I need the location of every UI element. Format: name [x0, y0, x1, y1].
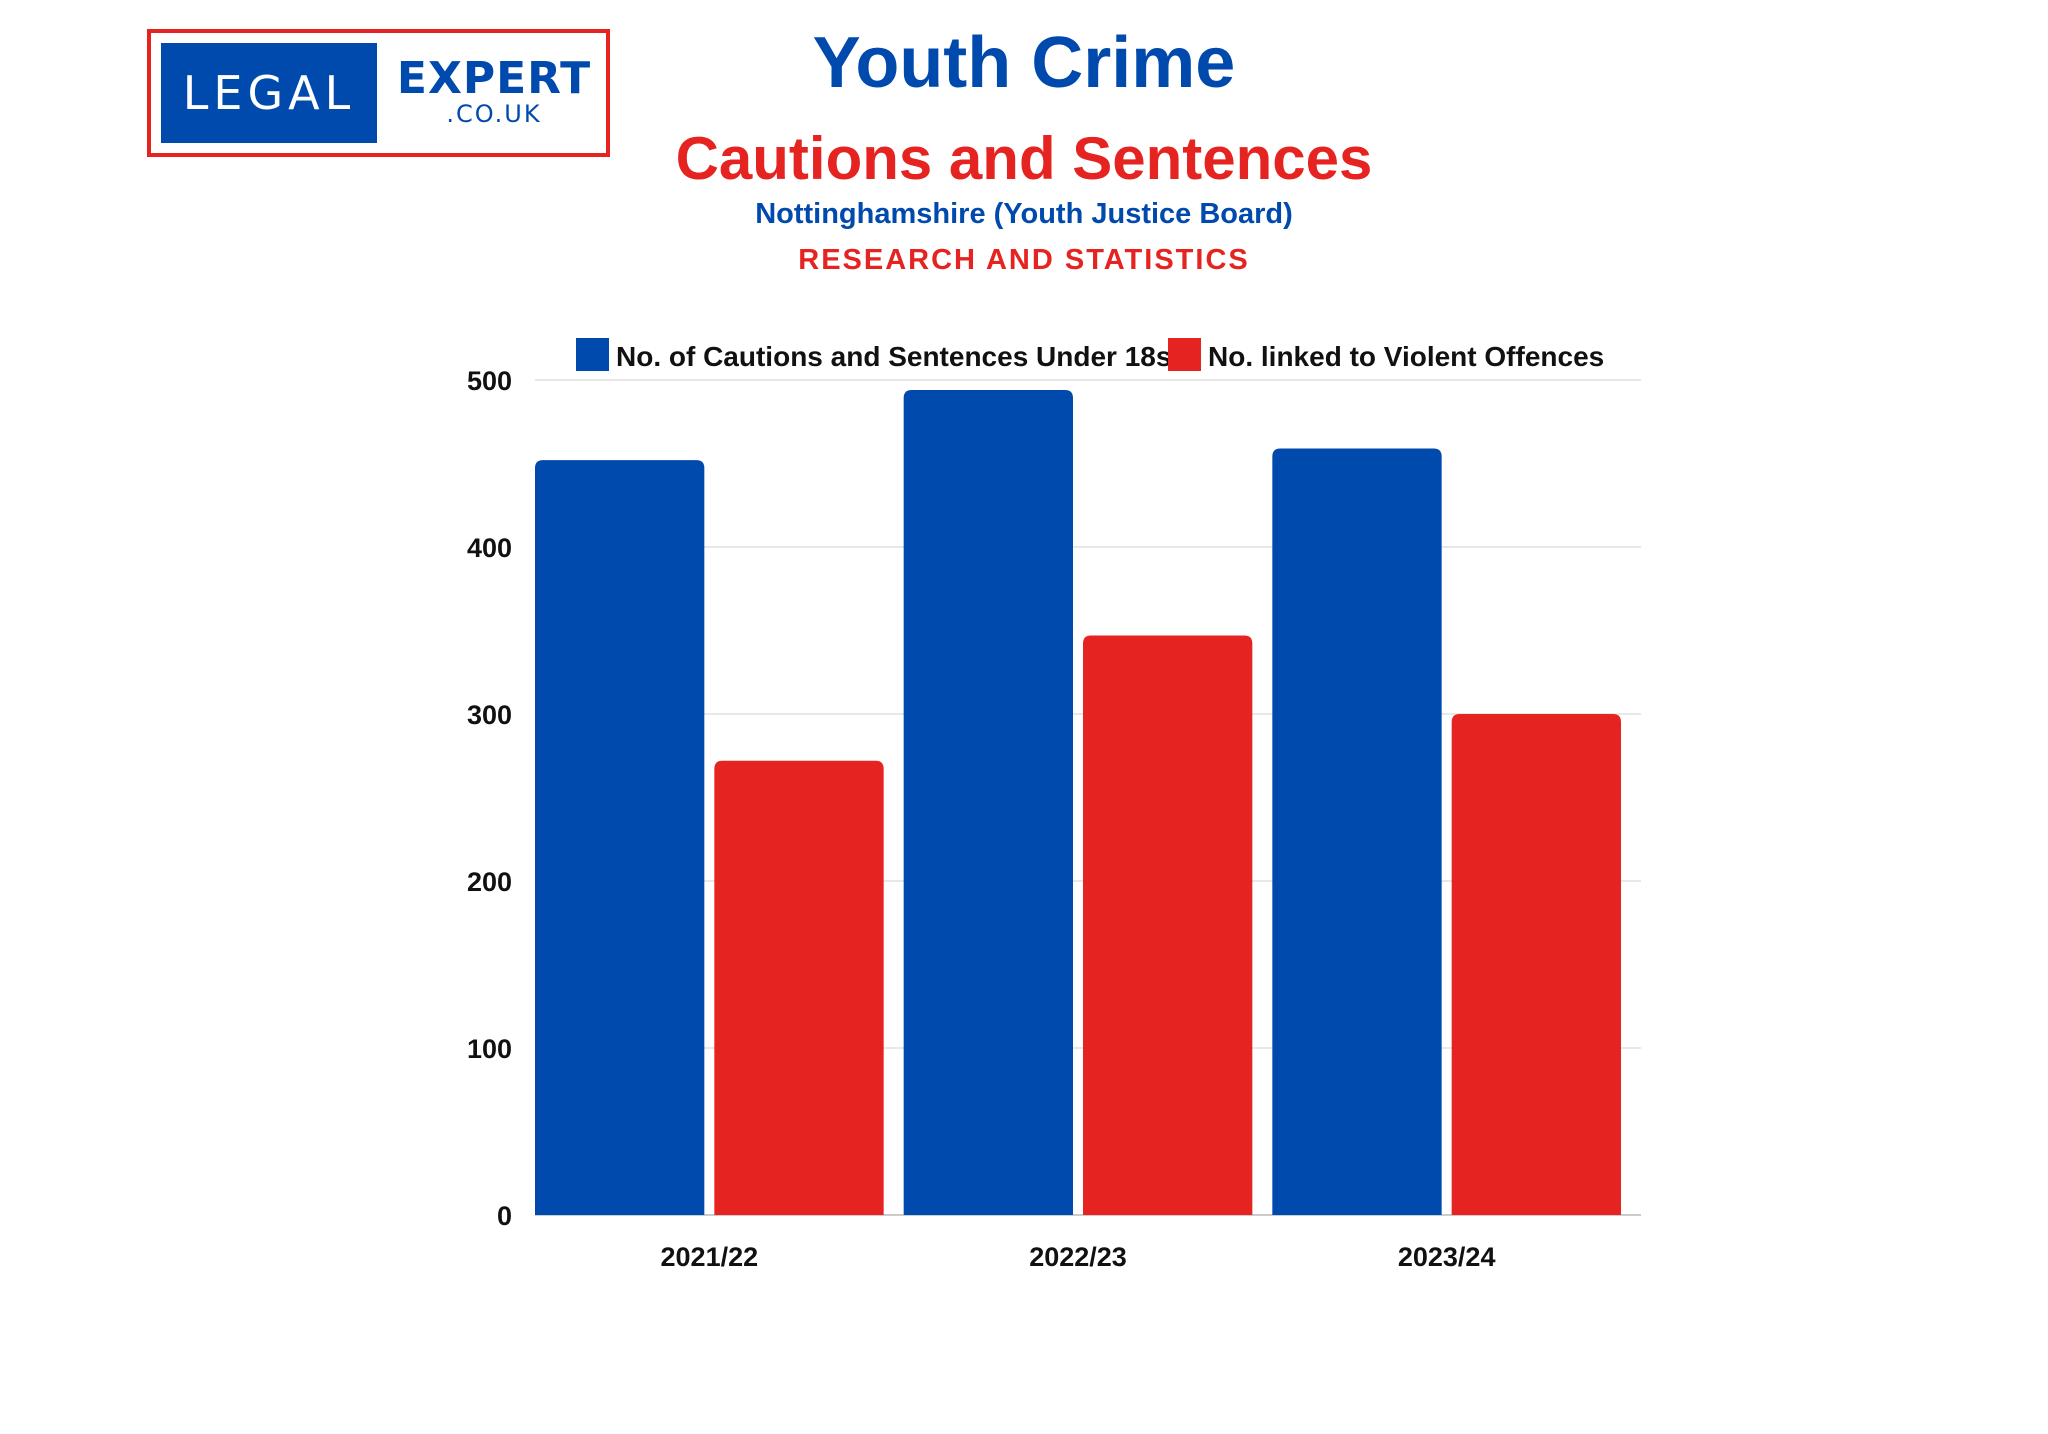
y-tick-label: 400 [467, 533, 512, 563]
chart-title: Youth Crime [812, 23, 1236, 103]
logo-expert: EXPERT [396, 53, 592, 104]
chart-subtitle: Cautions and Sentences [675, 125, 1373, 192]
legend-swatch [576, 338, 609, 371]
legal-expert-logo: LEGAL EXPERT .CO.UK [147, 29, 610, 157]
y-tick-label: 100 [467, 1034, 512, 1064]
logo-domain: .CO.UK [446, 100, 542, 128]
y-tick-label: 200 [467, 867, 512, 897]
chart-research-label: RESEARCH AND STATISTICS [798, 244, 1250, 276]
logo-legal: LEGAL [161, 43, 377, 143]
bar-cautions-2023-24 [1272, 448, 1442, 1216]
legend-label: No. linked to Violent Offences [1208, 341, 1604, 372]
x-tick-label: 2023/24 [1398, 1242, 1496, 1272]
chart-region-subtitle: Nottinghamshire (Youth Justice Board) [755, 198, 1293, 230]
y-tick-label: 500 [467, 366, 512, 396]
y-tick-label: 0 [497, 1201, 512, 1231]
x-tick-label: 2021/22 [661, 1242, 759, 1272]
legend-label: No. of Cautions and Sentences Under 18s [616, 341, 1171, 372]
bar-violent-2023-24 [1451, 714, 1621, 1215]
logo-expert-block: EXPERT .CO.UK [389, 53, 599, 128]
legend-swatch [1168, 338, 1201, 371]
bar-violent-2021-22 [714, 760, 884, 1215]
y-tick-label: 300 [467, 700, 512, 730]
bar-violent-2022-23 [1083, 635, 1253, 1215]
bar-cautions-2021-22 [535, 460, 705, 1215]
bar-cautions-2022-23 [903, 390, 1073, 1215]
x-tick-label: 2022/23 [1029, 1242, 1127, 1272]
